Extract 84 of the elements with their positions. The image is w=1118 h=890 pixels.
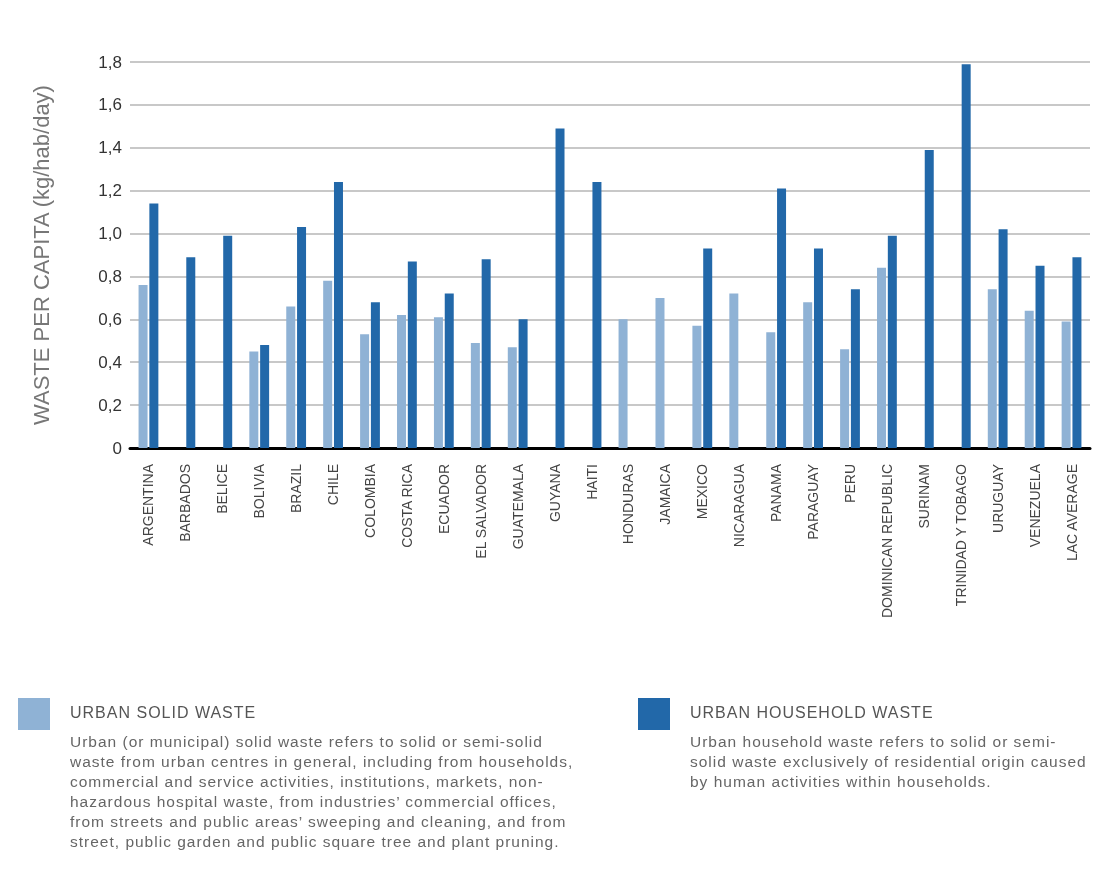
x-tick-label: LAC AVERAGE — [1063, 464, 1080, 562]
bar — [223, 235, 233, 448]
bar — [813, 248, 823, 448]
x-tick-label: EL SALVADOR — [472, 464, 489, 559]
bar — [481, 259, 491, 448]
x-tick-label: COLOMBIA — [362, 463, 378, 538]
bar — [323, 280, 333, 448]
x-tick-label: ARGENTINA — [140, 463, 157, 546]
x-tick-label: JAMAICA — [657, 463, 674, 525]
y-tick-label: 1,0 — [98, 224, 122, 244]
bar — [850, 289, 860, 448]
x-tick-label: NICARAGUA — [731, 463, 748, 548]
bar — [592, 182, 602, 448]
x-tick-label: HAITI — [583, 464, 600, 500]
x-tick-label: HONDURAS — [620, 464, 637, 545]
y-tick-label: 1,2 — [98, 181, 122, 201]
bar — [333, 182, 343, 448]
y-tick-label: 0 — [112, 438, 122, 458]
bar — [286, 306, 296, 448]
x-tick-label: BELICE — [214, 464, 231, 514]
x-tick-label: TRINIDAD Y TOBAGO — [952, 463, 969, 607]
bar — [507, 347, 517, 448]
bar — [877, 267, 887, 448]
x-tick-label: DOMINICAN REPUBLIC — [878, 464, 895, 619]
bar — [297, 227, 307, 448]
x-tick-label: BOLIVIA — [251, 463, 268, 519]
y-tick-label: 0,4 — [98, 352, 122, 372]
y-tick-label: 0,6 — [98, 309, 122, 329]
x-tick-label: PERU — [842, 464, 858, 503]
bar — [703, 248, 713, 448]
bar — [555, 128, 565, 448]
y-tick-label: 0,2 — [98, 395, 122, 415]
x-tick-label: ECUADOR — [435, 464, 452, 535]
x-tick-label: SURINAM — [915, 464, 932, 529]
x-tick-label: GUATEMALA — [509, 463, 526, 550]
bar — [186, 257, 196, 448]
bar — [1061, 321, 1071, 448]
bar — [987, 289, 997, 448]
legend-label: URBAN HOUSEHOLD WASTE — [690, 704, 935, 722]
bar — [138, 285, 148, 448]
bar — [766, 332, 776, 448]
y-tick-label: 1,4 — [98, 138, 122, 158]
bar — [360, 334, 370, 448]
y-axis-title: WASTE PER CAPITA (kg/hab/day) — [28, 85, 54, 425]
bar — [618, 319, 628, 448]
x-tick-label: COSTA RICA — [398, 463, 415, 548]
x-tick-label: MEXICO — [694, 463, 711, 520]
x-tick-label: PANAMA — [768, 463, 785, 523]
bar — [518, 319, 528, 448]
x-tick-label: URUGUAY — [989, 463, 1006, 533]
x-tick-label: BRAZIL — [288, 463, 305, 514]
x-tick-label: GUYANA — [546, 463, 563, 523]
text: Urban household waste refers to solid or semi-solid waste exclusively of residential origin caused by human activities within households. — [690, 732, 1088, 792]
bar — [1024, 310, 1034, 448]
legend-label: URBAN SOLID WASTE — [70, 704, 258, 722]
bar — [777, 188, 787, 448]
bar — [149, 203, 159, 448]
bar — [1035, 265, 1045, 448]
x-tick-label: BARBADOS — [177, 464, 194, 542]
bar — [887, 235, 897, 448]
bar — [407, 261, 417, 448]
x-tick-label: PARAGUAY — [805, 463, 822, 540]
bar — [729, 293, 739, 448]
bar — [397, 315, 407, 448]
y-tick-label: 1,8 — [98, 52, 122, 72]
bar — [924, 149, 934, 448]
text: Urban (or municipal) solid waste refers to solid or semi-solid waste from urban centres in general, including from households, commercial and service activities, institutions, markets, non-hazardous hospital waste, from industries’ commercial offices, from streets and public areas’ sweeping and cleaning, and from street, public garden and public square tree and plant pruning. — [70, 732, 575, 852]
bar — [655, 297, 665, 448]
bar — [998, 229, 1008, 448]
bar — [370, 302, 380, 448]
bar — [470, 342, 480, 448]
y-tick-label: 1,6 — [98, 95, 122, 115]
x-tick-label: CHILE — [325, 464, 342, 506]
bar — [1072, 257, 1082, 448]
bar — [840, 349, 850, 448]
bar — [444, 293, 454, 448]
y-tick-label: 0,8 — [98, 266, 122, 286]
bar — [433, 317, 443, 448]
bar — [260, 345, 270, 448]
x-tick-label: VENEZUELA — [1026, 463, 1043, 548]
bar — [961, 64, 971, 448]
bar — [803, 302, 813, 448]
bar — [249, 351, 259, 448]
bar — [692, 325, 702, 448]
